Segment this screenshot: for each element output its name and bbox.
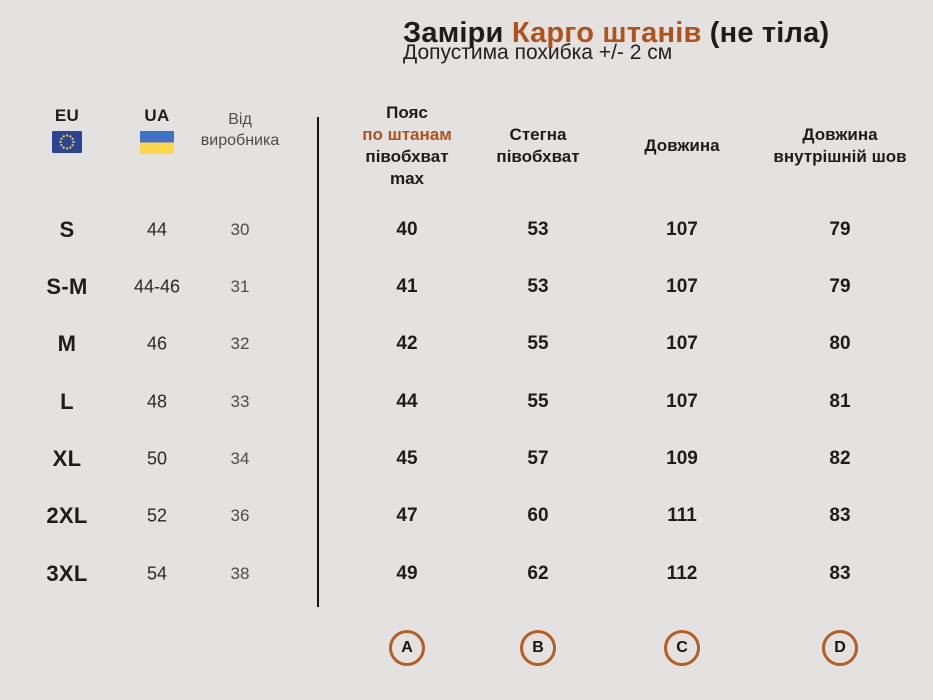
title-prefix: Заміри [403, 17, 512, 50]
manufacturer-size-value: 31 [230, 277, 250, 296]
table-divider-line [317, 117, 319, 607]
manufacturer-size-value: 34 [230, 449, 250, 468]
size-label: L [60, 389, 74, 414]
size-label: S [59, 217, 75, 242]
waist-value: 49 [396, 563, 418, 584]
inseam-value: 79 [829, 276, 851, 297]
marker-b-badge: B [520, 630, 556, 666]
length-value: 112 [666, 563, 698, 584]
column-header-ua: UA [140, 107, 174, 154]
hips-value: 55 [527, 333, 549, 354]
inseam-value: 81 [829, 391, 851, 412]
measure-header-line: Пояс [386, 103, 428, 122]
measure-header-line: max [389, 169, 425, 188]
eu-flag-icon [52, 131, 82, 153]
manufacturer-size-value: 36 [230, 506, 250, 525]
measure-header-line: внутрішній шов [773, 147, 907, 166]
inseam-value: 83 [829, 505, 851, 526]
size-label: XL [52, 446, 82, 471]
length-value: 107 [666, 219, 698, 240]
marker-letter: A [401, 639, 413, 656]
ua-size-value: 44 [146, 219, 168, 240]
column-header-inseam: Довжина внутрішній шов [773, 124, 906, 168]
waist-value: 47 [396, 505, 418, 526]
marker-letter: C [676, 639, 688, 656]
manufacturer-label-line2: виробника [200, 132, 280, 149]
inseam-value: 80 [829, 333, 851, 354]
ua-label: UA [144, 106, 170, 125]
ua-size-value: 50 [146, 448, 168, 469]
column-header-eu: EU [52, 107, 82, 153]
ua-size-value: 54 [146, 563, 168, 584]
waist-value: 40 [396, 219, 418, 240]
hips-value: 53 [527, 276, 549, 297]
size-label: 2XL [46, 503, 88, 528]
manufacturer-size-value: 32 [230, 334, 250, 353]
marker-c-badge: C [664, 630, 700, 666]
ua-flag-icon [140, 131, 174, 154]
waist-value: 45 [396, 448, 418, 469]
size-label: 3XL [46, 561, 88, 586]
page-title: Заміри Карго штанів (не тіла) [403, 16, 829, 50]
ua-size-value: 46 [146, 333, 168, 354]
manufacturer-size-value: 38 [230, 564, 250, 583]
waist-value: 42 [396, 333, 418, 354]
measure-header-line: Довжина [802, 125, 878, 144]
manufacturer-label-line1: Від [228, 111, 252, 128]
waist-value: 41 [396, 276, 418, 297]
hips-value: 53 [527, 219, 549, 240]
size-label: M [57, 331, 77, 356]
hips-value: 60 [527, 505, 549, 526]
manufacturer-size-value: 33 [230, 392, 250, 411]
waist-value: 44 [396, 391, 418, 412]
ua-size-value: 44-46 [133, 276, 181, 297]
column-header-hips: Стегна півобхват [496, 124, 579, 168]
measure-header-line: Довжина [644, 136, 720, 155]
measure-header-line: півобхват [496, 147, 580, 166]
measure-header-line: півобхват [365, 147, 449, 166]
ua-size-value: 48 [146, 391, 168, 412]
measure-header-line: по штанам [362, 125, 452, 144]
inseam-value: 79 [829, 219, 851, 240]
length-value: 107 [666, 276, 698, 297]
inseam-value: 82 [829, 448, 851, 469]
page-subtitle: Допустима похибка +/- 2 см [403, 41, 673, 64]
measure-header-line: Стегна [509, 125, 567, 144]
title-suffix: (не тіла) [701, 17, 830, 50]
length-value: 107 [666, 391, 698, 412]
column-header-length: Довжина [644, 135, 719, 157]
column-header-manufacturer: Від виробника [201, 109, 279, 151]
inseam-value: 83 [829, 563, 851, 584]
length-value: 111 [667, 505, 697, 526]
column-header-waist: Пояс по штанам півобхват max [362, 102, 452, 190]
marker-letter: B [532, 639, 544, 656]
marker-d-badge: D [822, 630, 858, 666]
size-label: S-M [46, 274, 88, 299]
hips-value: 57 [527, 448, 549, 469]
marker-a-badge: A [389, 630, 425, 666]
marker-letter: D [834, 639, 846, 656]
ua-size-value: 52 [146, 505, 168, 526]
manufacturer-size-value: 30 [230, 220, 250, 239]
hips-value: 62 [527, 563, 549, 584]
length-value: 107 [666, 333, 698, 354]
hips-value: 55 [527, 391, 549, 412]
title-product-name: Карго штанів [511, 17, 702, 50]
length-value: 109 [666, 448, 698, 469]
eu-label: EU [54, 106, 80, 125]
